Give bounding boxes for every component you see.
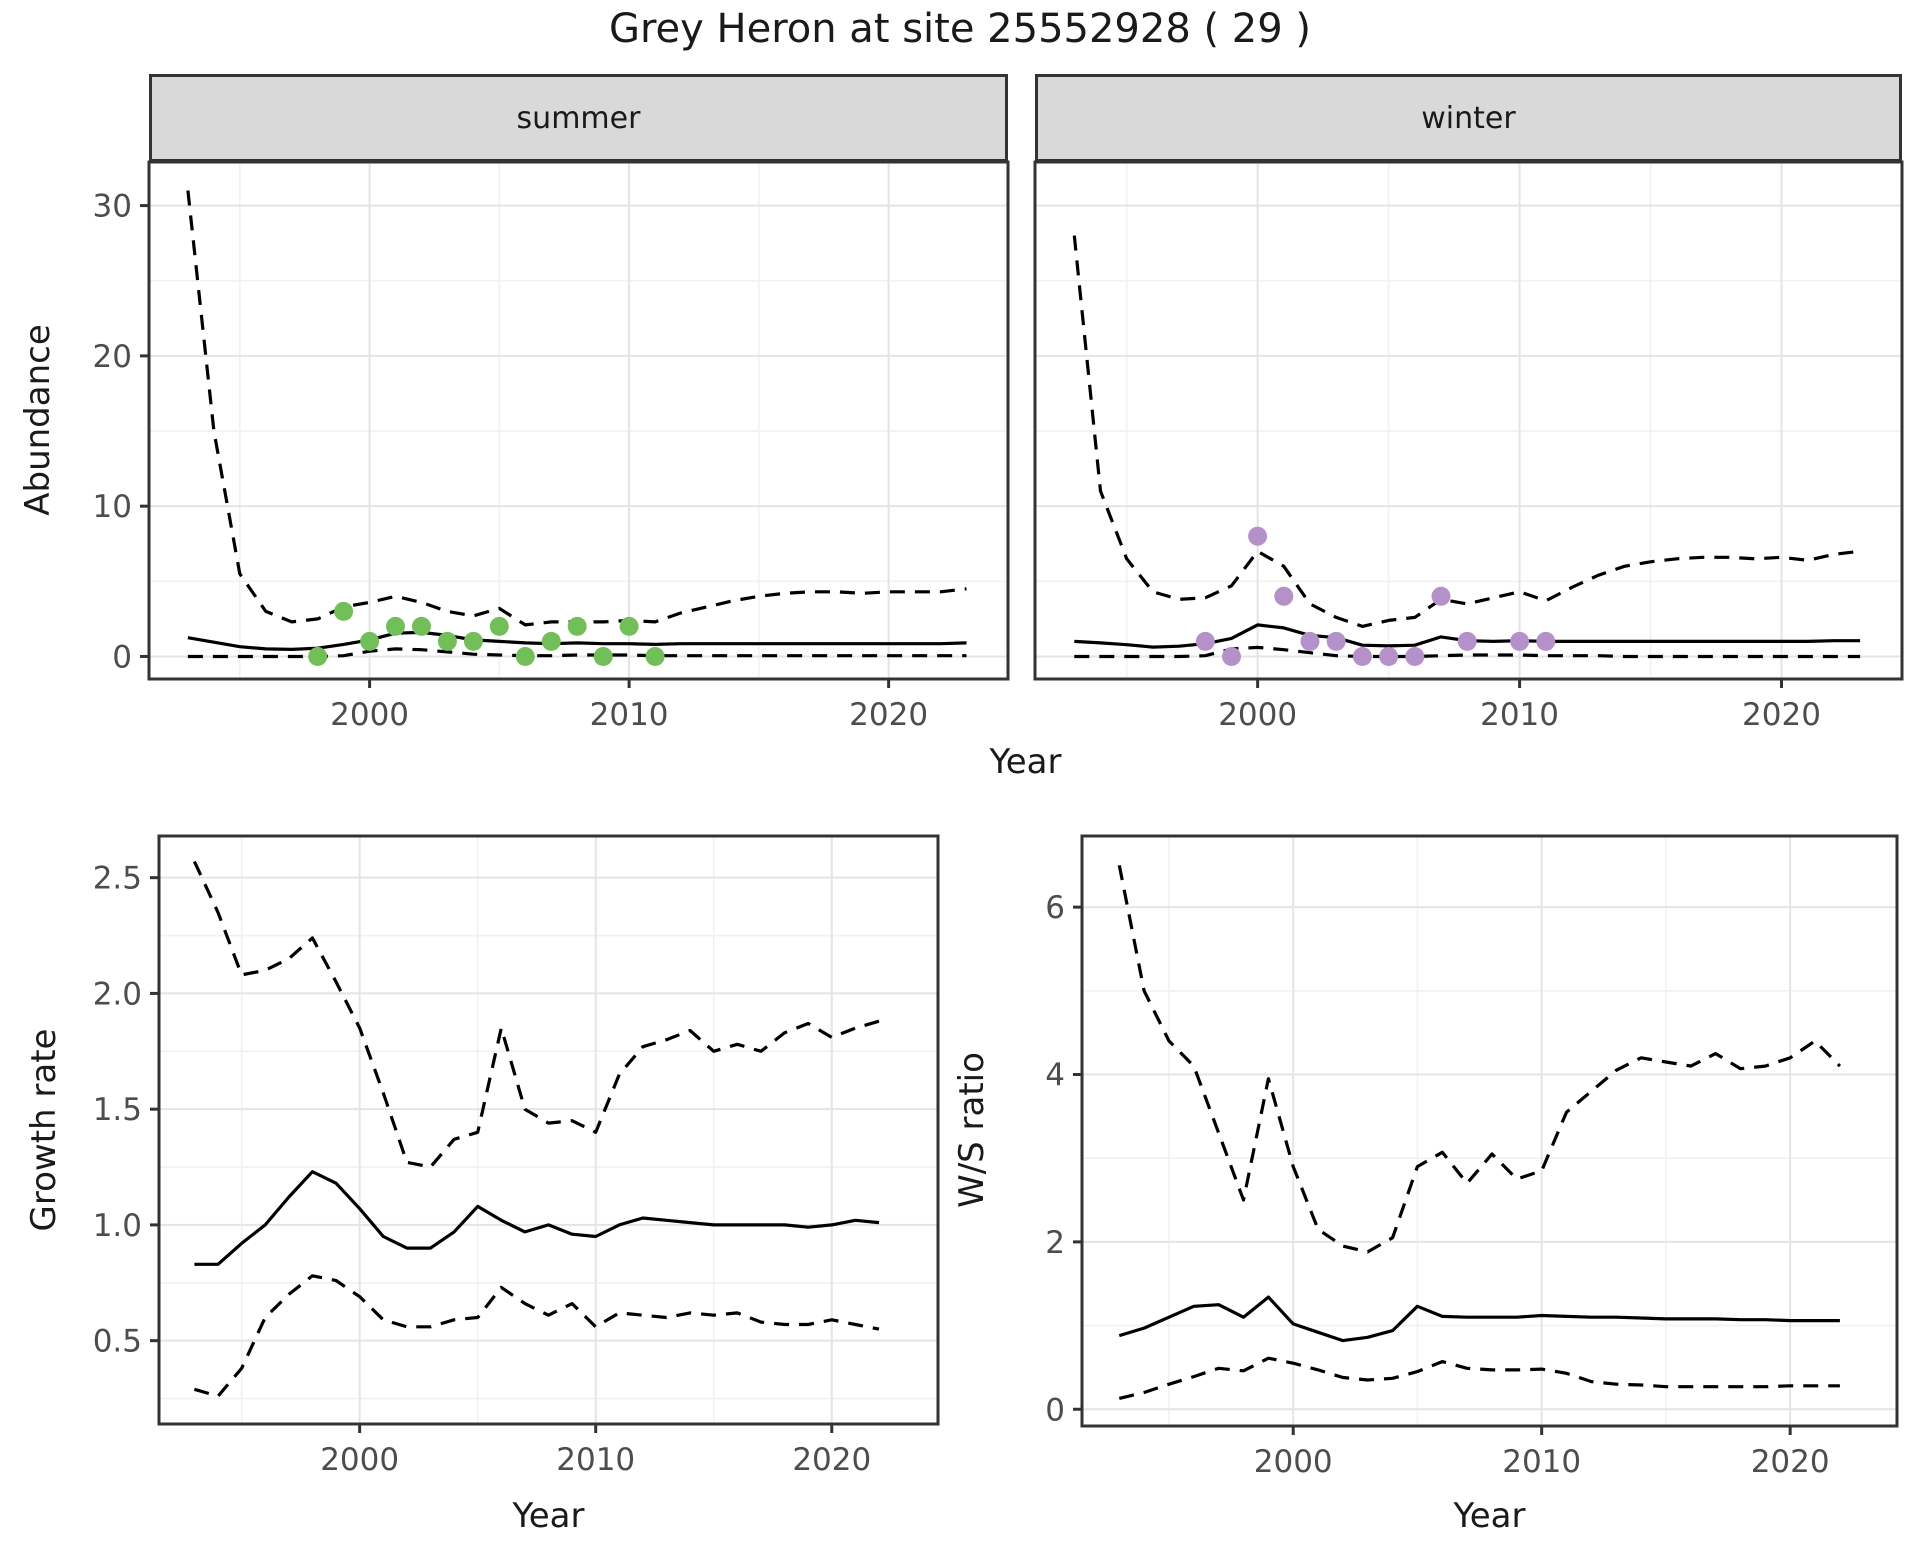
y-tick-label: 20	[93, 339, 132, 375]
summer-observation-point	[412, 616, 431, 636]
y-tick-label: 0	[112, 639, 132, 675]
x-tick-label: 2020	[849, 697, 928, 733]
y-tick-label: 1.0	[93, 1208, 142, 1244]
x-axis-title-year-ws: Year	[1453, 1496, 1526, 1536]
winter-lower-ci-line	[1074, 645, 1861, 659]
y-tick-label: 0	[1045, 1392, 1065, 1428]
winter-observation-point	[1405, 647, 1425, 666]
summer-observation-point	[515, 647, 535, 666]
x-axis-title-year-top: Year	[989, 742, 1062, 782]
x-tick-label: 2020	[1742, 697, 1821, 733]
winter-observation-point	[1379, 647, 1399, 666]
growth-rate-panel-bg	[159, 836, 938, 1424]
summer-observation-point	[386, 616, 405, 636]
y-tick-label: 6	[1045, 890, 1065, 926]
winter-observation-point	[1274, 586, 1294, 606]
y-tick-label: 2	[1045, 1225, 1065, 1261]
y-tick-label: 2.0	[93, 976, 142, 1012]
x-tick-label: 2000	[320, 1442, 399, 1478]
x-tick-label: 2020	[792, 1442, 871, 1478]
winter-observation-point	[1457, 631, 1477, 651]
x-tick-label: 2000	[1254, 1444, 1333, 1480]
summer-observation-point	[437, 631, 457, 651]
x-tick-label: 2020	[1751, 1444, 1830, 1480]
growth-lower-ci-line	[193, 1274, 880, 1398]
winter-observation-point	[1352, 647, 1372, 666]
growth-rate-panel-border	[157, 834, 940, 1426]
growth-upper-ci-line	[192, 860, 880, 1169]
y-tick-label: 0.5	[93, 1324, 142, 1360]
summer-observation-point	[541, 631, 561, 651]
winter-observation-point	[1195, 631, 1215, 651]
abundance-summer-panel-bg	[149, 162, 1008, 679]
x-tick-label: 2010	[1502, 1444, 1581, 1480]
winter-observation-point	[1326, 631, 1346, 651]
x-tick-label: 2000	[330, 697, 409, 733]
growth-median-line	[194, 1170, 880, 1266]
y-tick-label: 1.5	[93, 1092, 142, 1128]
y-tick-label: 2.5	[93, 861, 142, 897]
summer-observation-point	[619, 616, 639, 636]
facet-strip-winter: winter	[1035, 74, 1902, 162]
chart-title: Grey Heron at site 25552928 ( 29 )	[608, 6, 1312, 52]
ws-upper-ci-line	[1117, 864, 1842, 1254]
winter-observation-point	[1222, 647, 1241, 666]
abundance-summer-panel-border	[147, 160, 1010, 681]
winter-observation-point	[1248, 526, 1268, 546]
ws-median-line	[1118, 1295, 1840, 1343]
summer-observation-point	[593, 647, 613, 666]
facet-strip-winter-label: winter	[1421, 100, 1516, 136]
x-tick-label: 2000	[1218, 697, 1297, 733]
winter-observation-point	[1300, 631, 1320, 651]
x-axis-title-year-growth: Year	[512, 1496, 585, 1536]
winter-observation-point	[1510, 631, 1530, 651]
summer-observation-point	[645, 647, 665, 666]
summer-observation-point	[360, 631, 380, 651]
summer-observation-point	[567, 616, 587, 636]
y-tick-label: 10	[93, 489, 132, 525]
summer-observation-point	[308, 647, 328, 666]
summer-observation-point	[463, 631, 483, 651]
ws-ratio-panel-border	[1080, 834, 1899, 1428]
x-tick-label: 2010	[556, 1442, 635, 1478]
y-tick-label: 30	[93, 189, 132, 225]
winter-observation-point	[1431, 586, 1451, 606]
x-tick-label: 2010	[590, 697, 669, 733]
winter-observation-point	[1536, 631, 1556, 651]
abundance-winter-panel-bg	[1035, 162, 1902, 679]
summer-observation-point	[334, 601, 354, 621]
facet-strip-summer-label: summer	[516, 100, 641, 136]
winter-upper-ci-line	[1072, 235, 1861, 629]
ws-ratio-panel-bg	[1082, 836, 1897, 1426]
x-tick-label: 2010	[1480, 697, 1559, 733]
y-tick-label: 4	[1045, 1058, 1065, 1094]
facet-strip-summer: summer	[149, 74, 1008, 162]
abundance-winter-panel-border	[1033, 160, 1904, 681]
summer-observation-point	[489, 616, 509, 636]
